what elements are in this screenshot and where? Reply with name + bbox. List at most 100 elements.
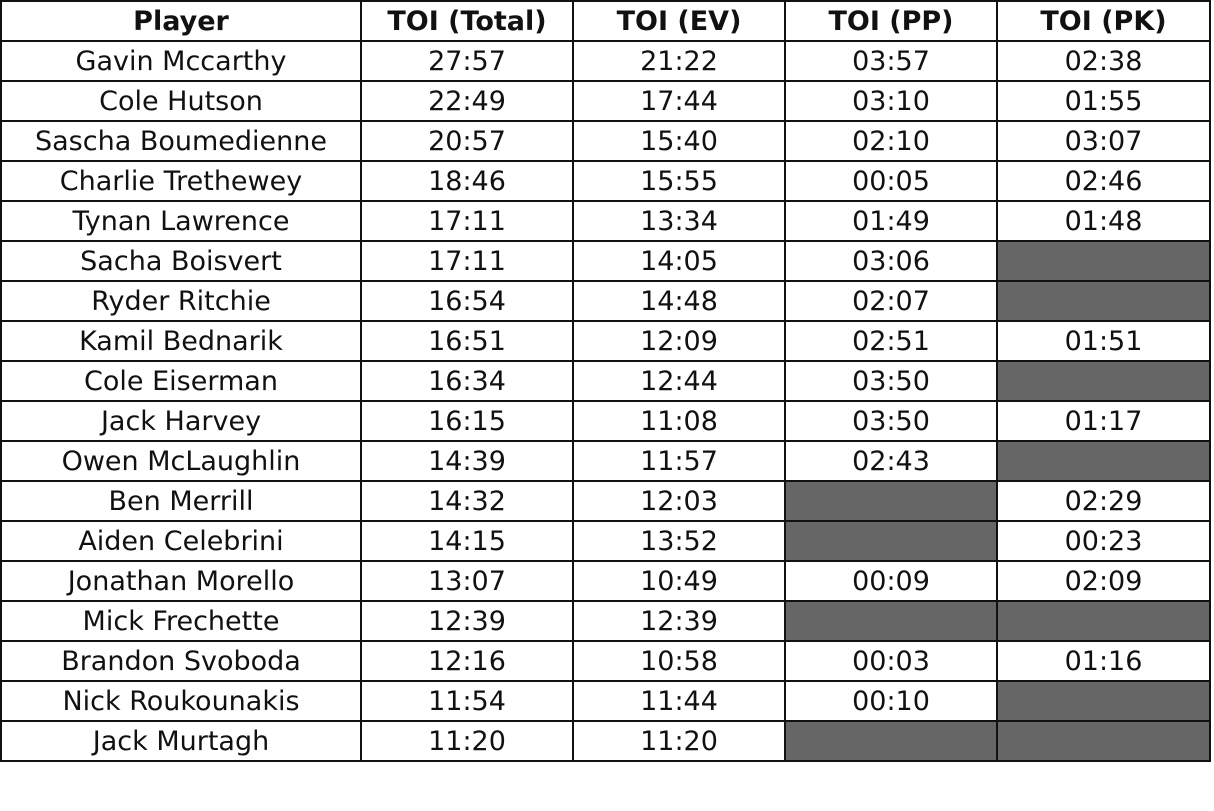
toi-cell: 16:54 <box>360 280 574 322</box>
table-row: Brandon Svoboda 12:16 10:58 00:03 01:16 <box>0 640 1211 682</box>
toi-cell: 12:16 <box>360 640 574 682</box>
toi-cell: 11:57 <box>572 440 786 482</box>
player-name: Gavin Mccarthy <box>0 40 362 82</box>
toi-cell: 14:05 <box>572 240 786 282</box>
toi-cell: 00:05 <box>784 160 998 202</box>
toi-cell: 02:43 <box>784 440 998 482</box>
empty-cell <box>784 600 998 642</box>
toi-cell: 11:20 <box>572 720 786 762</box>
table-row: Tynan Lawrence 17:11 13:34 01:49 01:48 <box>0 200 1211 242</box>
toi-cell: 01:49 <box>784 200 998 242</box>
toi-cell: 13:34 <box>572 200 786 242</box>
player-name: Aiden Celebrini <box>0 520 362 562</box>
toi-cell: 17:11 <box>360 240 574 282</box>
toi-cell: 02:09 <box>996 560 1211 602</box>
toi-cell: 14:32 <box>360 480 574 522</box>
player-name: Brandon Svoboda <box>0 640 362 682</box>
toi-cell: 00:10 <box>784 680 998 722</box>
header-cell: TOI (EV) <box>572 0 786 42</box>
table-row: Charlie Trethewey 18:46 15:55 00:05 02:46 <box>0 160 1211 202</box>
table-row: Ryder Ritchie 16:54 14:48 02:07 <box>0 280 1211 322</box>
toi-cell: 20:57 <box>360 120 574 162</box>
table-row: Kamil Bednarik 16:51 12:09 02:51 01:51 <box>0 320 1211 362</box>
player-name: Charlie Trethewey <box>0 160 362 202</box>
player-name: Nick Roukounakis <box>0 680 362 722</box>
toi-cell: 10:49 <box>572 560 786 602</box>
player-name: Jack Harvey <box>0 400 362 442</box>
toi-cell: 11:44 <box>572 680 786 722</box>
empty-cell <box>996 360 1211 402</box>
toi-cell: 11:20 <box>360 720 574 762</box>
toi-cell: 01:55 <box>996 80 1211 122</box>
player-name: Jonathan Morello <box>0 560 362 602</box>
toi-cell: 14:48 <box>572 280 786 322</box>
toi-cell: 12:39 <box>572 600 786 642</box>
toi-cell: 13:07 <box>360 560 574 602</box>
toi-cell: 16:51 <box>360 320 574 362</box>
toi-cell: 12:03 <box>572 480 786 522</box>
empty-cell <box>996 600 1211 642</box>
table-row: Sascha Boumedienne 20:57 15:40 02:10 03:07 <box>0 120 1211 162</box>
toi-cell: 01:17 <box>996 400 1211 442</box>
toi-cell: 10:58 <box>572 640 786 682</box>
table-row: Nick Roukounakis 11:54 11:44 00:10 <box>0 680 1211 722</box>
empty-cell <box>996 280 1211 322</box>
toi-cell: 13:52 <box>572 520 786 562</box>
player-name: Mick Frechette <box>0 600 362 642</box>
toi-cell: 02:10 <box>784 120 998 162</box>
toi-cell: 12:39 <box>360 600 574 642</box>
table-row: Jack Harvey 16:15 11:08 03:50 01:17 <box>0 400 1211 442</box>
table-row: Cole Hutson 22:49 17:44 03:10 01:55 <box>0 80 1211 122</box>
table-row: Jack Murtagh 11:20 11:20 <box>0 720 1211 762</box>
empty-cell <box>996 720 1211 762</box>
player-name: Sacha Boisvert <box>0 240 362 282</box>
toi-cell: 11:54 <box>360 680 574 722</box>
toi-cell: 11:08 <box>572 400 786 442</box>
empty-cell <box>996 440 1211 482</box>
player-name: Sascha Boumedienne <box>0 120 362 162</box>
player-name: Jack Murtagh <box>0 720 362 762</box>
table-row: Gavin Mccarthy 27:57 21:22 03:57 02:38 <box>0 40 1211 82</box>
toi-cell: 12:09 <box>572 320 786 362</box>
player-name: Tynan Lawrence <box>0 200 362 242</box>
toi-cell: 01:48 <box>996 200 1211 242</box>
player-name: Ben Merrill <box>0 480 362 522</box>
table-row: Cole Eiserman 16:34 12:44 03:50 <box>0 360 1211 402</box>
player-name: Cole Eiserman <box>0 360 362 402</box>
toi-cell: 02:07 <box>784 280 998 322</box>
toi-cell: 15:55 <box>572 160 786 202</box>
toi-cell: 00:09 <box>784 560 998 602</box>
table-row: Aiden Celebrini 14:15 13:52 00:23 <box>0 520 1211 562</box>
header-cell: TOI (Total) <box>360 0 574 42</box>
empty-cell <box>784 480 998 522</box>
player-name: Owen McLaughlin <box>0 440 362 482</box>
empty-cell <box>784 520 998 562</box>
toi-cell: 02:29 <box>996 480 1211 522</box>
empty-cell <box>784 720 998 762</box>
toi-cell: 14:15 <box>360 520 574 562</box>
toi-cell: 02:46 <box>996 160 1211 202</box>
header-row: Player TOI (Total) TOI (EV) TOI (PP) TOI (PK… <box>0 0 1211 42</box>
header-cell: TOI (PK) <box>996 0 1211 42</box>
toi-cell: 02:38 <box>996 40 1211 82</box>
toi-cell: 03:50 <box>784 360 998 402</box>
toi-cell: 18:46 <box>360 160 574 202</box>
toi-cell: 00:23 <box>996 520 1211 562</box>
toi-cell: 03:06 <box>784 240 998 282</box>
toi-table: Player TOI (Total) TOI (EV) TOI (PP) TOI (PK… <box>0 0 1211 762</box>
player-name: Cole Hutson <box>0 80 362 122</box>
toi-cell: 16:34 <box>360 360 574 402</box>
toi-cell: 12:44 <box>572 360 786 402</box>
toi-cell: 02:51 <box>784 320 998 362</box>
toi-cell: 03:50 <box>784 400 998 442</box>
toi-cell: 01:16 <box>996 640 1211 682</box>
toi-cell: 21:22 <box>572 40 786 82</box>
player-name: Ryder Ritchie <box>0 280 362 322</box>
player-name: Kamil Bednarik <box>0 320 362 362</box>
toi-cell: 03:10 <box>784 80 998 122</box>
toi-cell: 22:49 <box>360 80 574 122</box>
toi-cell: 01:51 <box>996 320 1211 362</box>
table-row: Sacha Boisvert 17:11 14:05 03:06 <box>0 240 1211 282</box>
table-row: Ben Merrill 14:32 12:03 02:29 <box>0 480 1211 522</box>
toi-cell: 17:11 <box>360 200 574 242</box>
